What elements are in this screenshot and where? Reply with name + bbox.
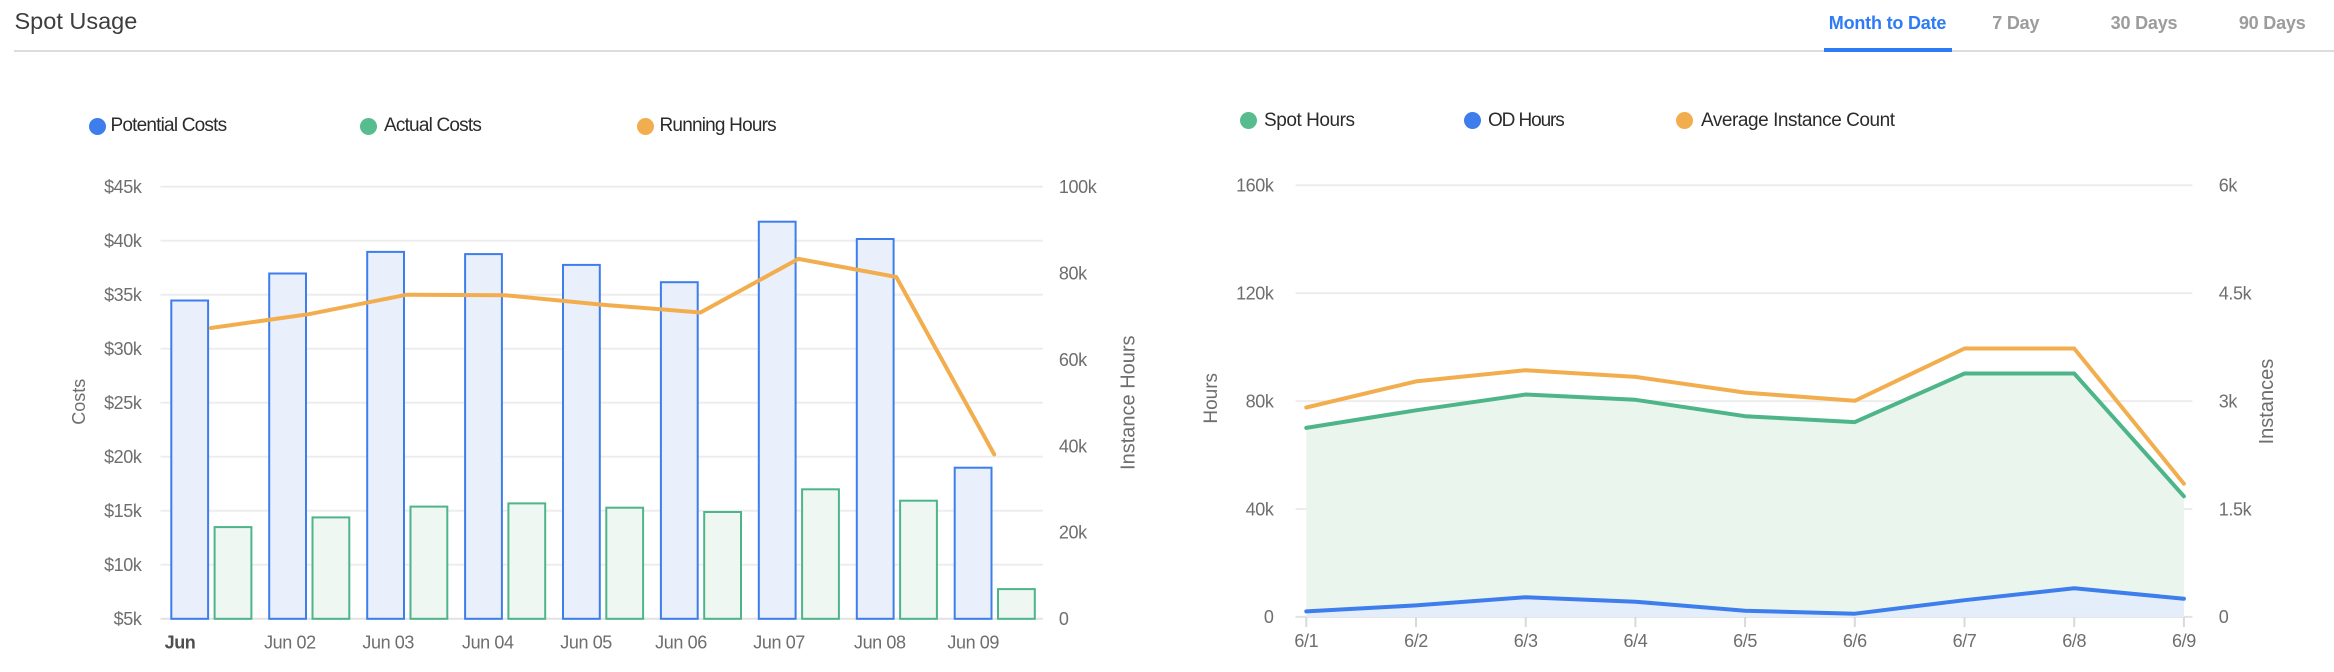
svg-text:Jun 07: Jun 07 — [753, 632, 805, 652]
svg-text:6/8: 6/8 — [2062, 631, 2086, 651]
svg-text:1.5k: 1.5k — [2219, 499, 2253, 519]
svg-text:160k: 160k — [1236, 176, 1275, 196]
svg-text:Jun 05: Jun 05 — [560, 632, 612, 652]
svg-text:$45k: $45k — [104, 177, 143, 197]
svg-text:Instance Hours: Instance Hours — [1117, 335, 1139, 470]
svg-text:Instances: Instances — [2256, 359, 2278, 445]
svg-text:Jun: Jun — [165, 632, 196, 652]
svg-text:4.5k: 4.5k — [2219, 283, 2253, 303]
svg-text:Jun 09: Jun 09 — [947, 632, 999, 652]
svg-text:6/3: 6/3 — [1514, 631, 1538, 651]
svg-text:6/6: 6/6 — [1843, 631, 1867, 651]
svg-text:Hours: Hours — [1201, 373, 1222, 424]
svg-text:80k: 80k — [1246, 391, 1275, 411]
svg-text:0: 0 — [1059, 609, 1069, 629]
svg-text:$35k: $35k — [104, 285, 143, 305]
svg-text:Jun 03: Jun 03 — [362, 632, 414, 652]
svg-text:6/9: 6/9 — [2172, 631, 2196, 651]
svg-text:20k: 20k — [1059, 523, 1088, 543]
svg-text:6/2: 6/2 — [1404, 631, 1428, 651]
svg-text:Jun 06: Jun 06 — [655, 632, 707, 652]
svg-text:$25k: $25k — [104, 393, 143, 413]
svg-text:$20k: $20k — [104, 447, 143, 467]
svg-text:100k: 100k — [1059, 177, 1098, 197]
svg-text:Jun 08: Jun 08 — [854, 632, 906, 652]
svg-text:$30k: $30k — [104, 339, 143, 359]
svg-text:60k: 60k — [1059, 350, 1088, 370]
svg-text:6/7: 6/7 — [1953, 631, 1977, 651]
svg-text:80k: 80k — [1059, 264, 1088, 284]
svg-text:6/5: 6/5 — [1733, 631, 1757, 651]
svg-text:6/4: 6/4 — [1623, 631, 1647, 651]
svg-text:120k: 120k — [1236, 283, 1275, 303]
svg-text:Jun 04: Jun 04 — [462, 632, 514, 652]
svg-text:0: 0 — [1264, 607, 1274, 627]
svg-text:$15k: $15k — [104, 501, 143, 521]
svg-text:Jun 02: Jun 02 — [264, 632, 316, 652]
svg-text:3k: 3k — [2219, 391, 2239, 411]
svg-text:$10k: $10k — [104, 555, 143, 575]
svg-text:40k: 40k — [1059, 436, 1088, 456]
svg-text:Costs: Costs — [69, 379, 89, 425]
svg-text:$40k: $40k — [104, 231, 143, 251]
svg-text:6/1: 6/1 — [1294, 631, 1318, 651]
svg-text:40k: 40k — [1246, 499, 1275, 519]
svg-text:$5k: $5k — [114, 609, 143, 629]
svg-text:6k: 6k — [2219, 176, 2239, 196]
svg-text:0: 0 — [2219, 607, 2229, 627]
